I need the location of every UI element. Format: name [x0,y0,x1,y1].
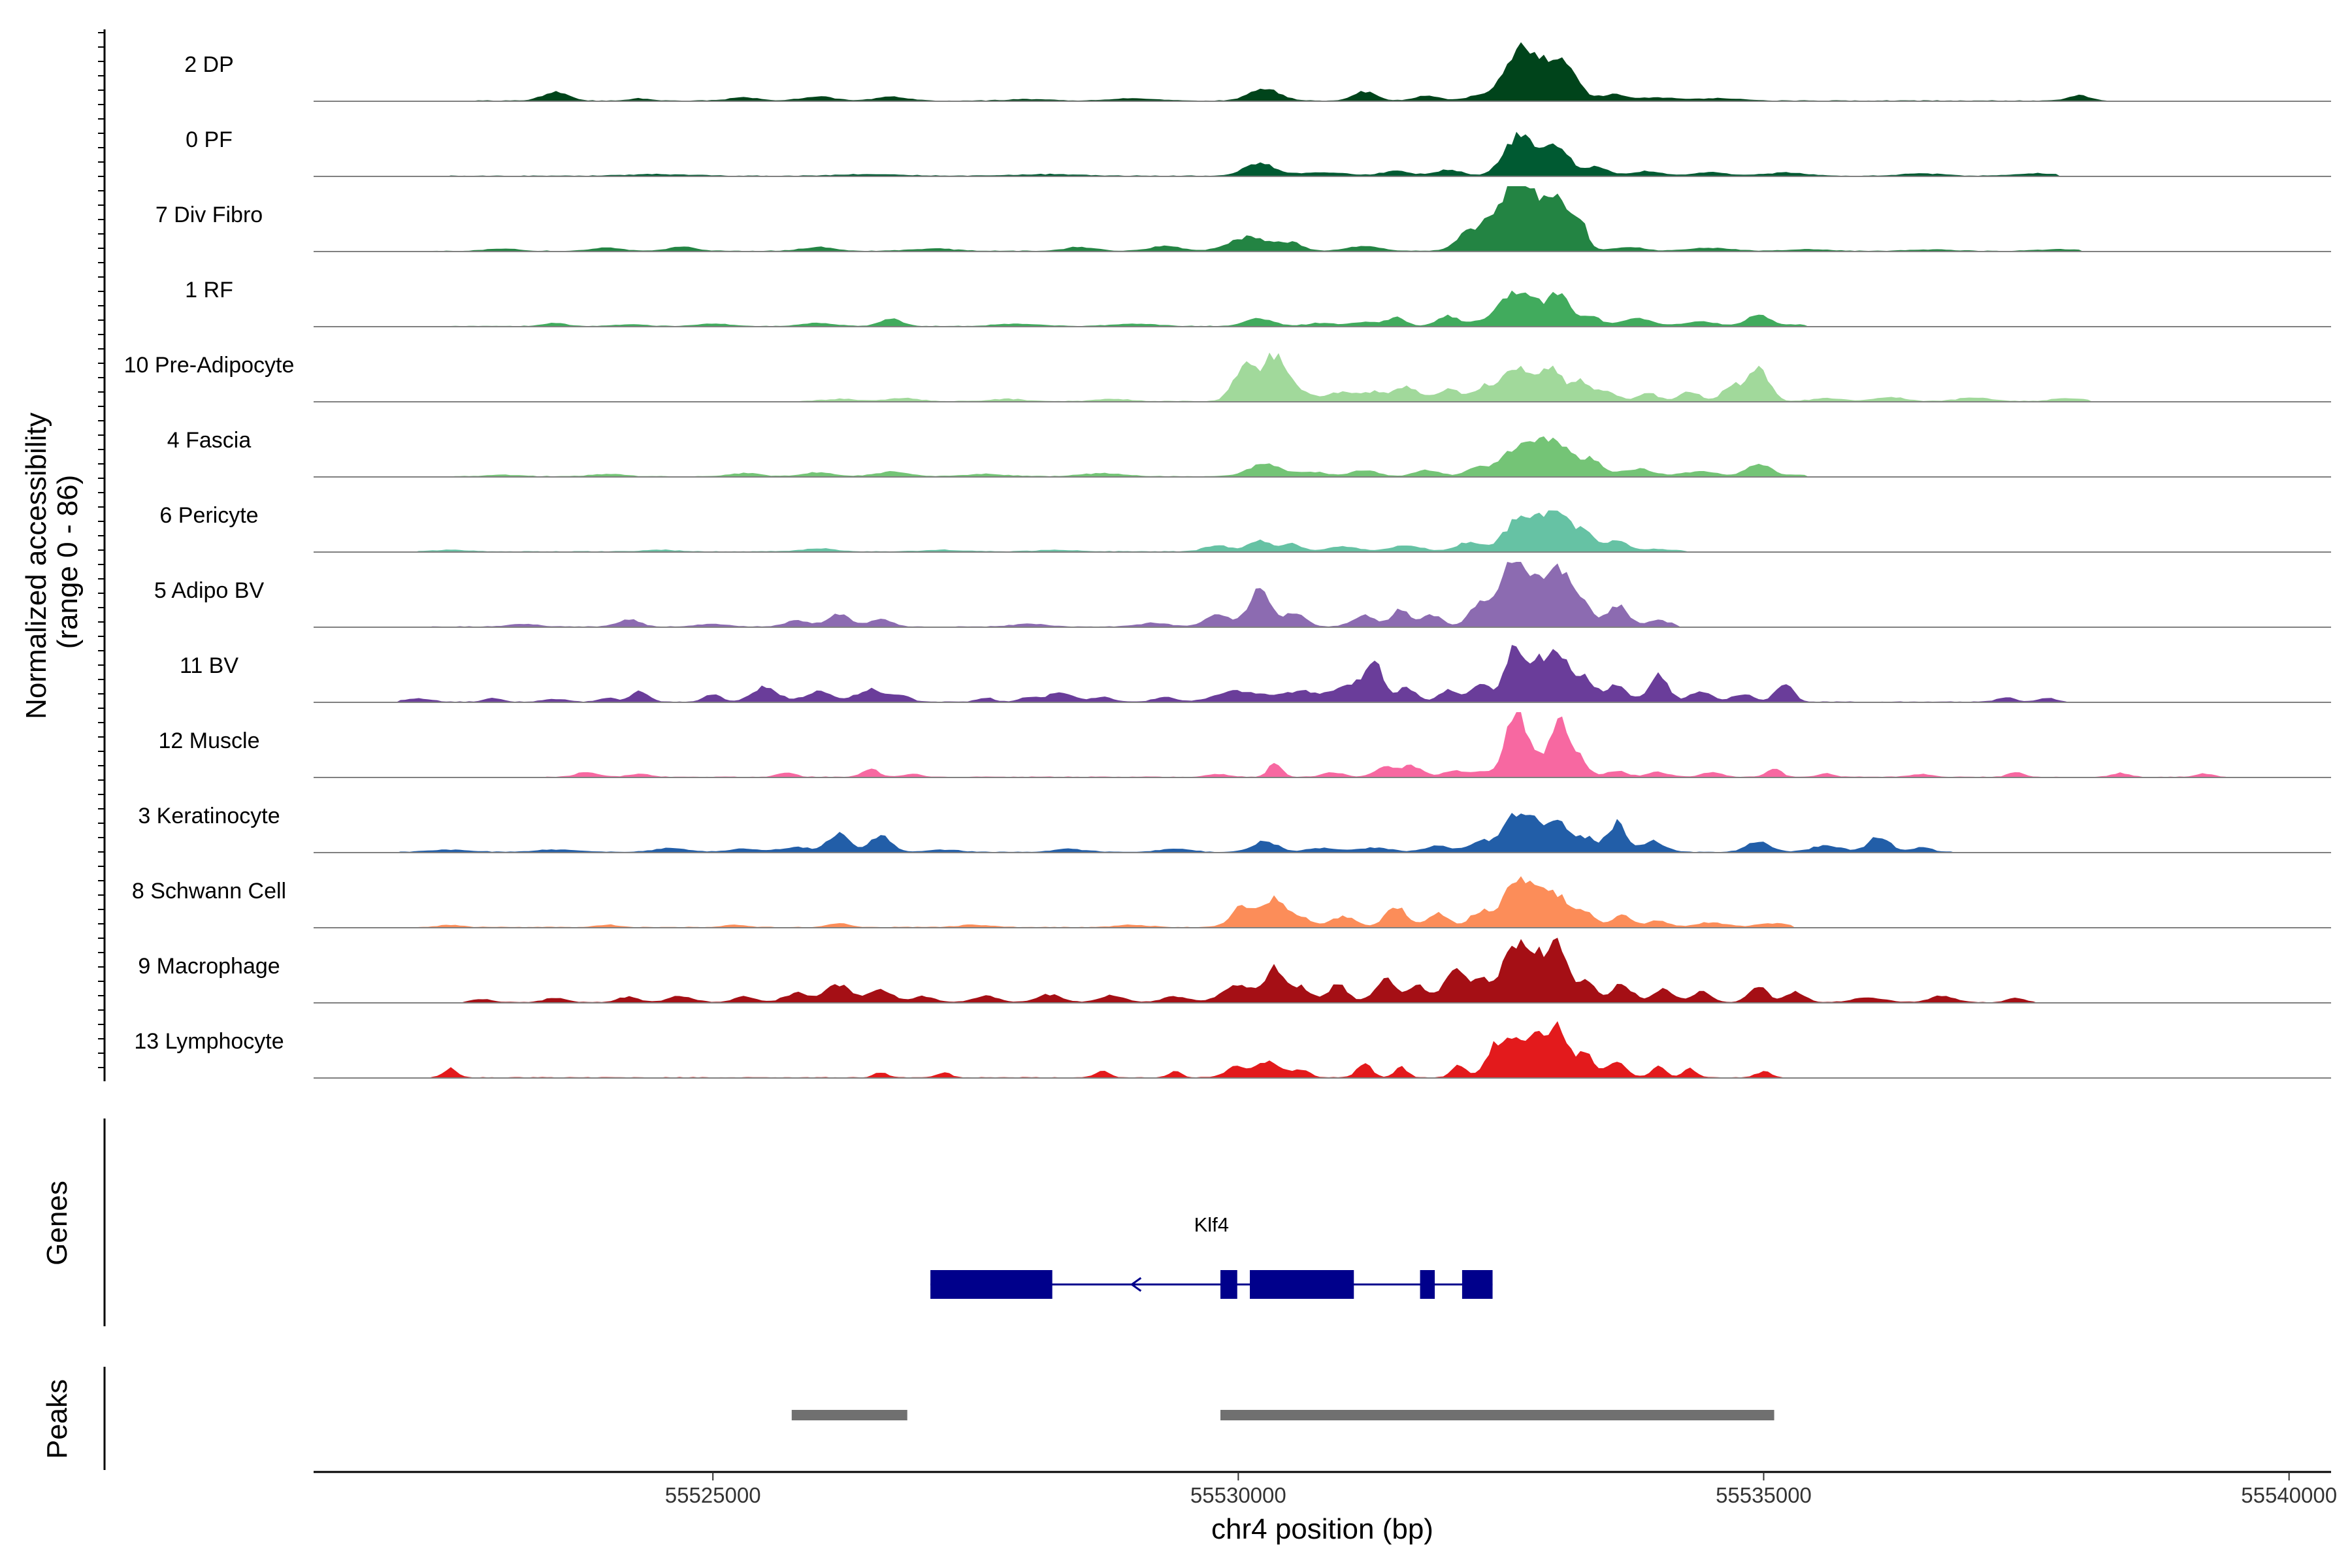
peak-track [791,1410,1774,1420]
gene-exon [1420,1270,1435,1299]
track-9-macrophage: 9 Macrophage [138,938,2331,1004]
gene-exon [1250,1270,1354,1299]
peak-region [791,1410,907,1420]
track-label: 5 Adipo BV [154,578,265,603]
track-label: 3 Keratinocyte [138,804,280,828]
gene-exon [1220,1270,1237,1299]
peaks-panel-title: Peaks [41,1379,73,1459]
coverage-area [314,290,2331,327]
track-1-rf: 1 RF [185,278,2331,327]
track-label: 0 PF [186,127,233,152]
coverage-area [314,1021,2331,1078]
strand-arrow [1130,1277,1142,1292]
track-label: 2 DP [184,52,234,77]
track-7-div-fibro: 7 Div Fibro [155,186,2331,252]
y-axis-title-line-1: Normalized accessibility [20,412,52,719]
gene-name-label: Klf4 [1194,1213,1229,1236]
x-tick-label: 55525000 [665,1483,761,1507]
track-label: 11 BV [180,653,238,678]
coverage-area [314,42,2331,101]
gene-klf4: Klf4 [930,1213,1493,1299]
track-label: 6 Pericyte [159,503,258,528]
track-3-keratinocyte: 3 Keratinocyte [138,804,2331,853]
track-0-pf: 0 PF [186,127,2331,177]
coverage-tracks: 2 DP 0 PF 7 Div Fibro 1 RF 10 Pre-Adipocyte 4… [124,42,2331,1079]
coverage-area [314,131,2331,176]
track-11-bv: 11 BV [180,645,2331,703]
track-label: 7 Div Fibro [155,203,263,227]
track-label: 12 Muscle [159,728,260,753]
coverage-area [314,712,2331,777]
coverage-area [314,876,2331,928]
track-8-schwann-cell: 8 Schwann Cell [132,876,2331,928]
x-tick-label: 55535000 [1716,1483,1812,1507]
coverage-area [314,813,2331,853]
y-axis-title: Normalized accessibility (range 0 - 86) [20,404,84,719]
track-5-adipo-bv: 5 Adipo BV [154,562,2331,628]
track-label: 9 Macrophage [138,954,280,979]
track-label: 13 Lymphocyte [134,1029,284,1054]
track-label: 10 Pre-Adipocyte [124,353,295,378]
peak-region [1220,1410,1774,1420]
coverage-area [314,562,2331,627]
coverage-area [314,436,2331,477]
coverage-y-minor-ticks [98,32,105,1068]
track-label: 8 Schwann Cell [132,879,286,904]
x-tick-label: 55540000 [2241,1483,2337,1507]
track-6-pericyte: 6 Pericyte [159,503,2331,553]
gene-exon [1462,1270,1493,1299]
x-axis-ticks: 55525000 55530000 55535000 55540000 [665,1472,2337,1507]
track-label: 1 RF [185,278,233,302]
track-4-fascia: 4 Fascia [167,428,2331,478]
track-10-pre-adipocyte: 10 Pre-Adipocyte [124,352,2331,402]
coverage-area [314,510,2331,552]
x-axis-title: chr4 position (bp) [1211,1513,1433,1545]
track-13-lymphocyte: 13 Lymphocyte [134,1021,2331,1079]
x-tick-label: 55530000 [1190,1483,1286,1507]
track-label: 4 Fascia [167,428,252,453]
gene-exon [930,1270,1053,1299]
track-2-dp: 2 DP [184,42,2331,102]
gene-track: Klf4 [930,1213,1493,1299]
y-axis-title-line-2: (range 0 - 86) [52,475,84,649]
coverage-area [314,938,2331,1003]
track-12-muscle: 12 Muscle [159,712,2331,778]
genes-panel-title: Genes [41,1181,73,1266]
coverage-area [314,352,2331,402]
coverage-area [314,186,2331,252]
coverage-area [314,645,2331,702]
